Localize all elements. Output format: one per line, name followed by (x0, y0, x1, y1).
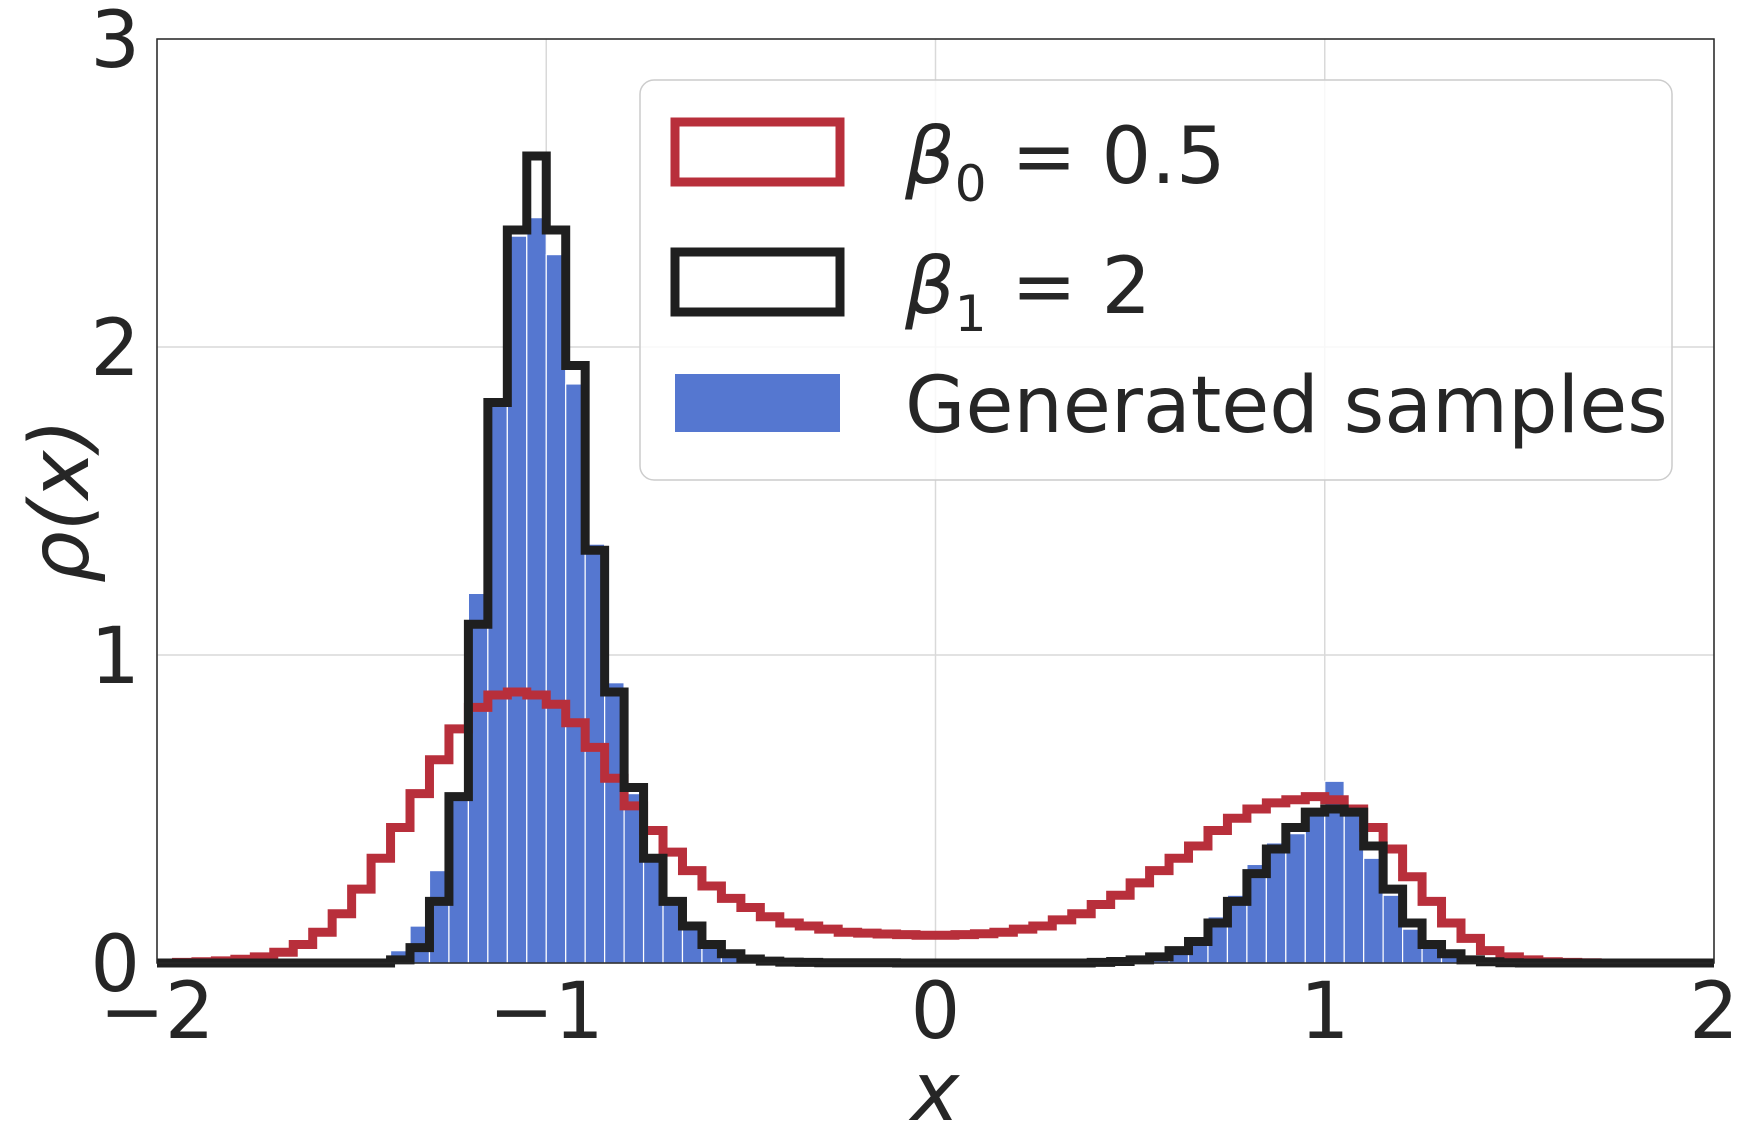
y-tick-label-3: 3 (90, 0, 140, 86)
x-tick-label-4: 2 (1689, 967, 1739, 1057)
legend-beta0-symbol: β (904, 112, 955, 202)
plot-frame (156, 38, 1715, 964)
bar-bin-19 (526, 217, 547, 964)
legend-swatch-generated (675, 374, 840, 432)
x-tick-label-1: −1 (489, 967, 604, 1057)
x-axis-label: x (908, 1045, 961, 1138)
step-line-series-0 (157, 687, 1714, 968)
legend-label-beta1: β1 = 2 (904, 242, 1151, 343)
x-tick-labels: −2 −1 0 1 2 (100, 967, 1739, 1057)
y-axis-label: ρ(x) (13, 419, 108, 584)
y-tick-label-0: 0 (90, 920, 140, 1010)
legend-label-generated: Generated samples (905, 361, 1668, 451)
y-tick-labels: 0 1 2 3 (90, 0, 140, 1010)
y-tick-label-1: 1 (90, 612, 140, 702)
legend-swatch-beta1 (670, 247, 845, 317)
x-tick-label-0: −2 (100, 967, 215, 1057)
legend-beta1-subscript: 1 (955, 285, 987, 343)
x-tick-label-2: 0 (911, 967, 961, 1057)
legend-box (639, 79, 1673, 481)
legend-beta1-symbol: β (904, 242, 955, 332)
legend-beta0-value: = 0.5 (987, 112, 1226, 202)
x-tick-label-3: 1 (1300, 967, 1350, 1057)
legend-beta1-value: = 2 (987, 242, 1152, 332)
legend-swatch-beta0 (670, 117, 845, 187)
legend-beta0-subscript: 0 (955, 155, 987, 213)
legend-label-beta0: β0 = 0.5 (904, 112, 1226, 213)
bar-bin-59 (1304, 808, 1326, 964)
y-tick-label-2: 2 (90, 304, 140, 394)
legend: β0 = 0.5 β1 = 2 Generated samples (639, 79, 1673, 481)
